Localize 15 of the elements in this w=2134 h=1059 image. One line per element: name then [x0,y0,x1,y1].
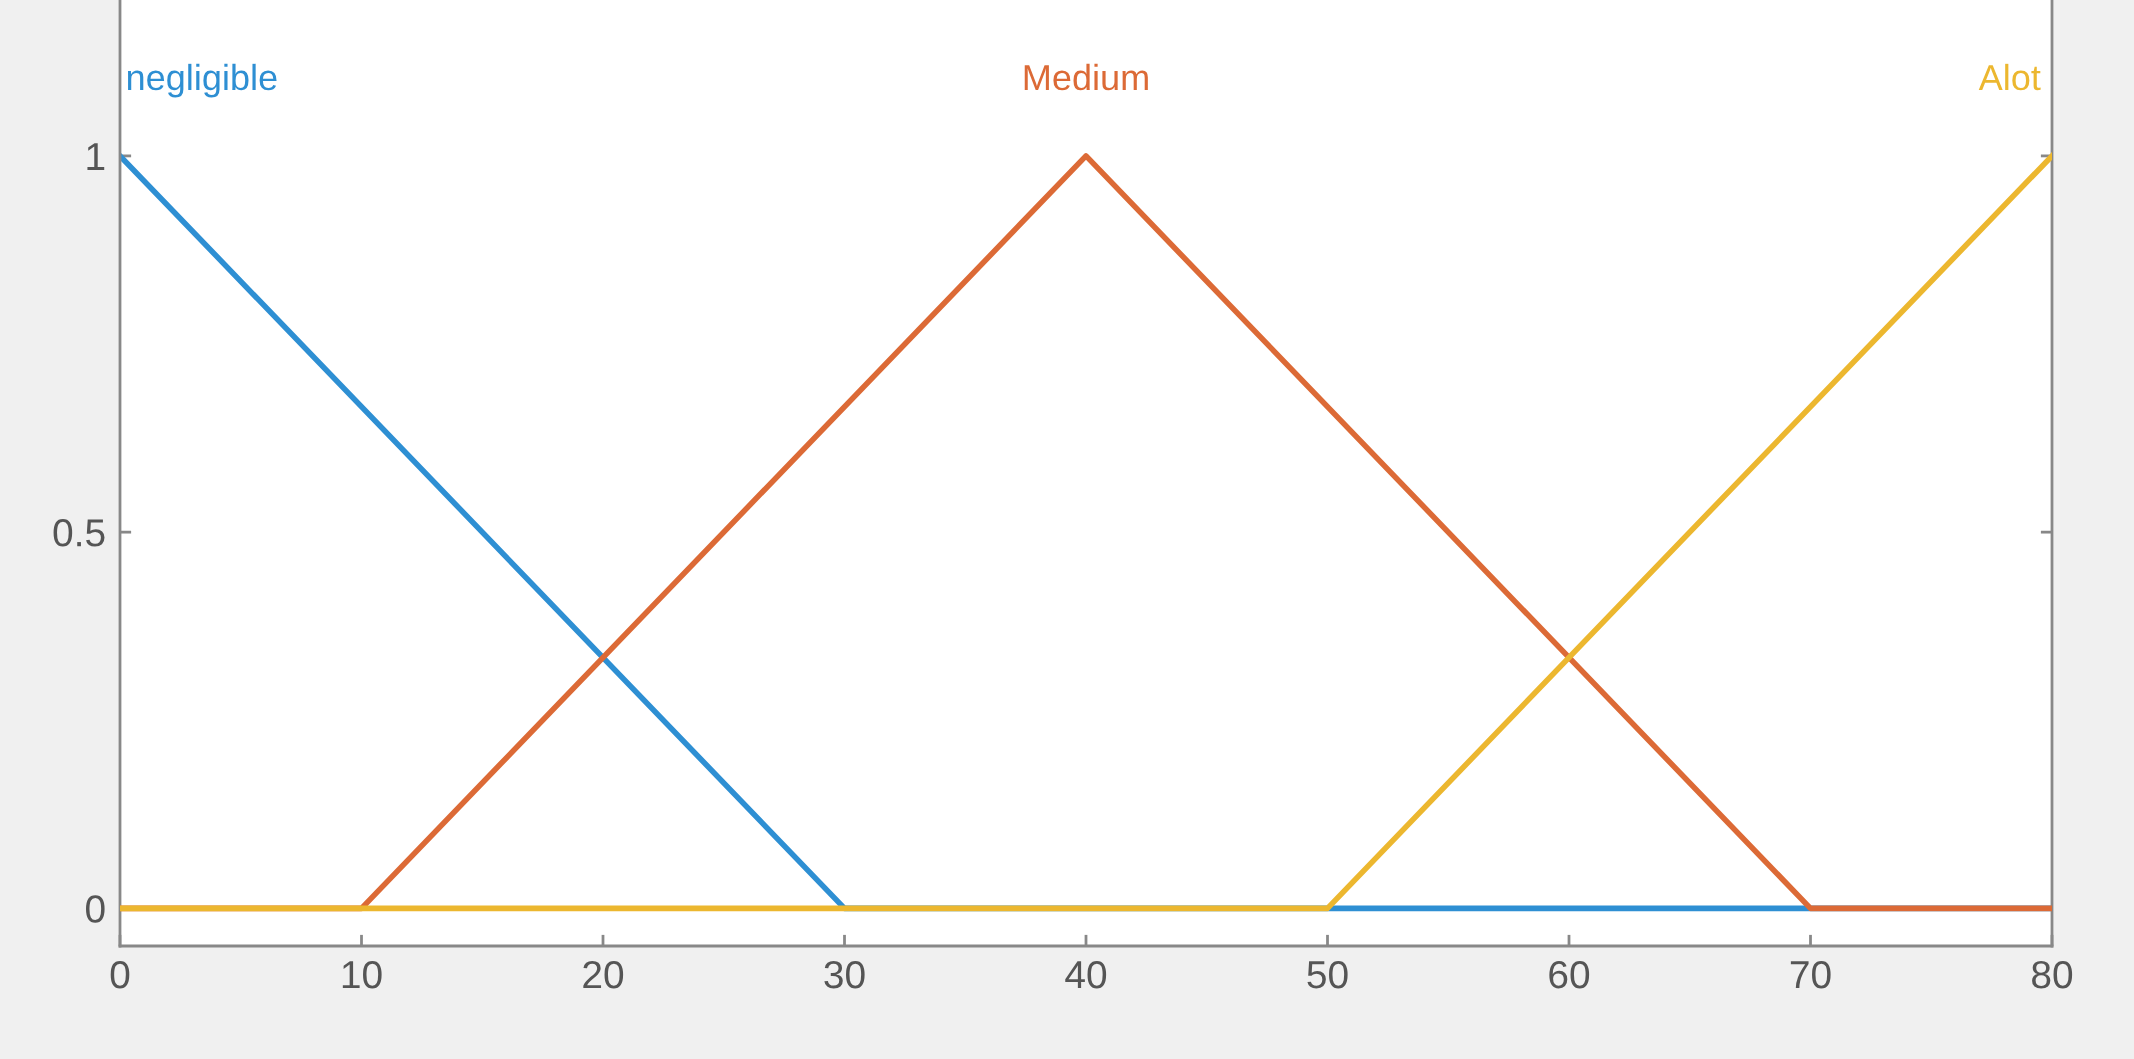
text: Medium [1024,63,1148,91]
x-tick-label: 60 [1549,960,1590,989]
y-tick-label: 0 [86,895,105,923]
x-tick-label: 0 [110,960,130,989]
series-label: negligible [127,63,277,98]
series-label: Alot [1978,63,2041,91]
x-tick-label: 80 [2032,960,2073,989]
x-tick-label: 10 [342,960,382,989]
x-tick-label: 20 [583,960,624,989]
y-tick-label: 1 [87,143,105,170]
y-tick-label: 0.5 [53,519,105,547]
x-tick-label: 70 [1790,960,1831,989]
x-tick-label: 50 [1307,960,1348,989]
x-tick-label: 30 [824,960,865,989]
x-tick-label: 40 [1065,960,1107,989]
